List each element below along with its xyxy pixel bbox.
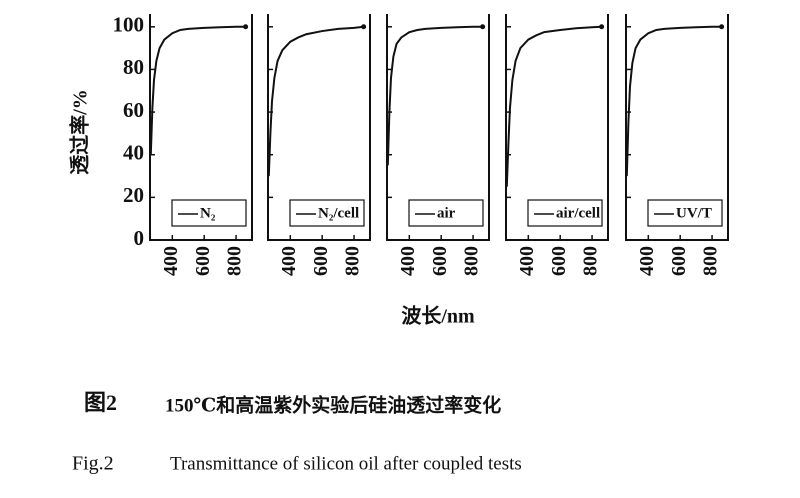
end-marker	[480, 24, 486, 30]
y-tick-label: 80	[123, 55, 144, 79]
caption-en-label: Fig.2	[72, 453, 114, 475]
end-marker	[719, 24, 725, 30]
legend-label: UV/T	[676, 205, 712, 221]
x-tick-label: 800	[580, 246, 602, 276]
axes-frame	[149, 14, 253, 241]
caption-cn-text: 150℃和高温紫外实验后硅油透过率变化	[165, 393, 501, 416]
legend-box	[647, 199, 723, 227]
x-tick-label: 400	[160, 246, 182, 276]
x-tick-label: 600	[548, 246, 570, 276]
legend-label: N₂	[200, 205, 216, 221]
x-tick-label: 400	[278, 246, 300, 276]
y-tick-label: 0	[134, 226, 145, 250]
x-tick-label: 800	[342, 246, 364, 276]
x-tick-label: 600	[668, 246, 690, 276]
x-tick-label: 400	[397, 246, 419, 276]
y-tick-label: 100	[113, 13, 145, 37]
x-tick-label: 400	[636, 246, 658, 276]
data-line	[386, 25, 483, 166]
axes-frame	[386, 14, 490, 241]
y-tick-label: 40	[123, 141, 144, 165]
caption-cn-label: 图2	[84, 390, 117, 415]
data-line	[625, 25, 722, 177]
end-marker	[243, 24, 249, 30]
x-tick-label: 600	[429, 246, 451, 276]
axes-frame	[505, 14, 609, 241]
data-line	[149, 25, 246, 155]
legend-box	[289, 199, 365, 227]
data-line	[505, 25, 602, 187]
x-axis-label: 波长/nm	[401, 305, 475, 328]
axes-frame	[267, 14, 371, 241]
legend-box	[171, 199, 247, 227]
legend-box	[527, 199, 603, 227]
legend-label: air/cell	[556, 205, 600, 221]
x-tick-label: 800	[700, 246, 722, 276]
x-tick-label: 600	[192, 246, 214, 276]
data-line	[267, 25, 364, 177]
y-tick-label: 60	[123, 98, 144, 122]
legend-label: air	[437, 205, 456, 221]
x-tick-label: 800	[224, 246, 246, 276]
legend-box	[408, 199, 484, 227]
y-tick-label: 20	[123, 183, 144, 207]
x-tick-label: 800	[461, 246, 483, 276]
x-tick-label: 400	[516, 246, 538, 276]
x-tick-label: 600	[310, 246, 332, 276]
y-axis-label: 透过率/%	[68, 89, 92, 175]
caption-en-text: Transmittance of silicon oil after coupl…	[170, 453, 522, 474]
end-marker	[361, 24, 367, 30]
end-marker	[599, 24, 605, 30]
axes-frame	[625, 14, 729, 241]
legend-label: N₂/cell	[318, 205, 359, 221]
